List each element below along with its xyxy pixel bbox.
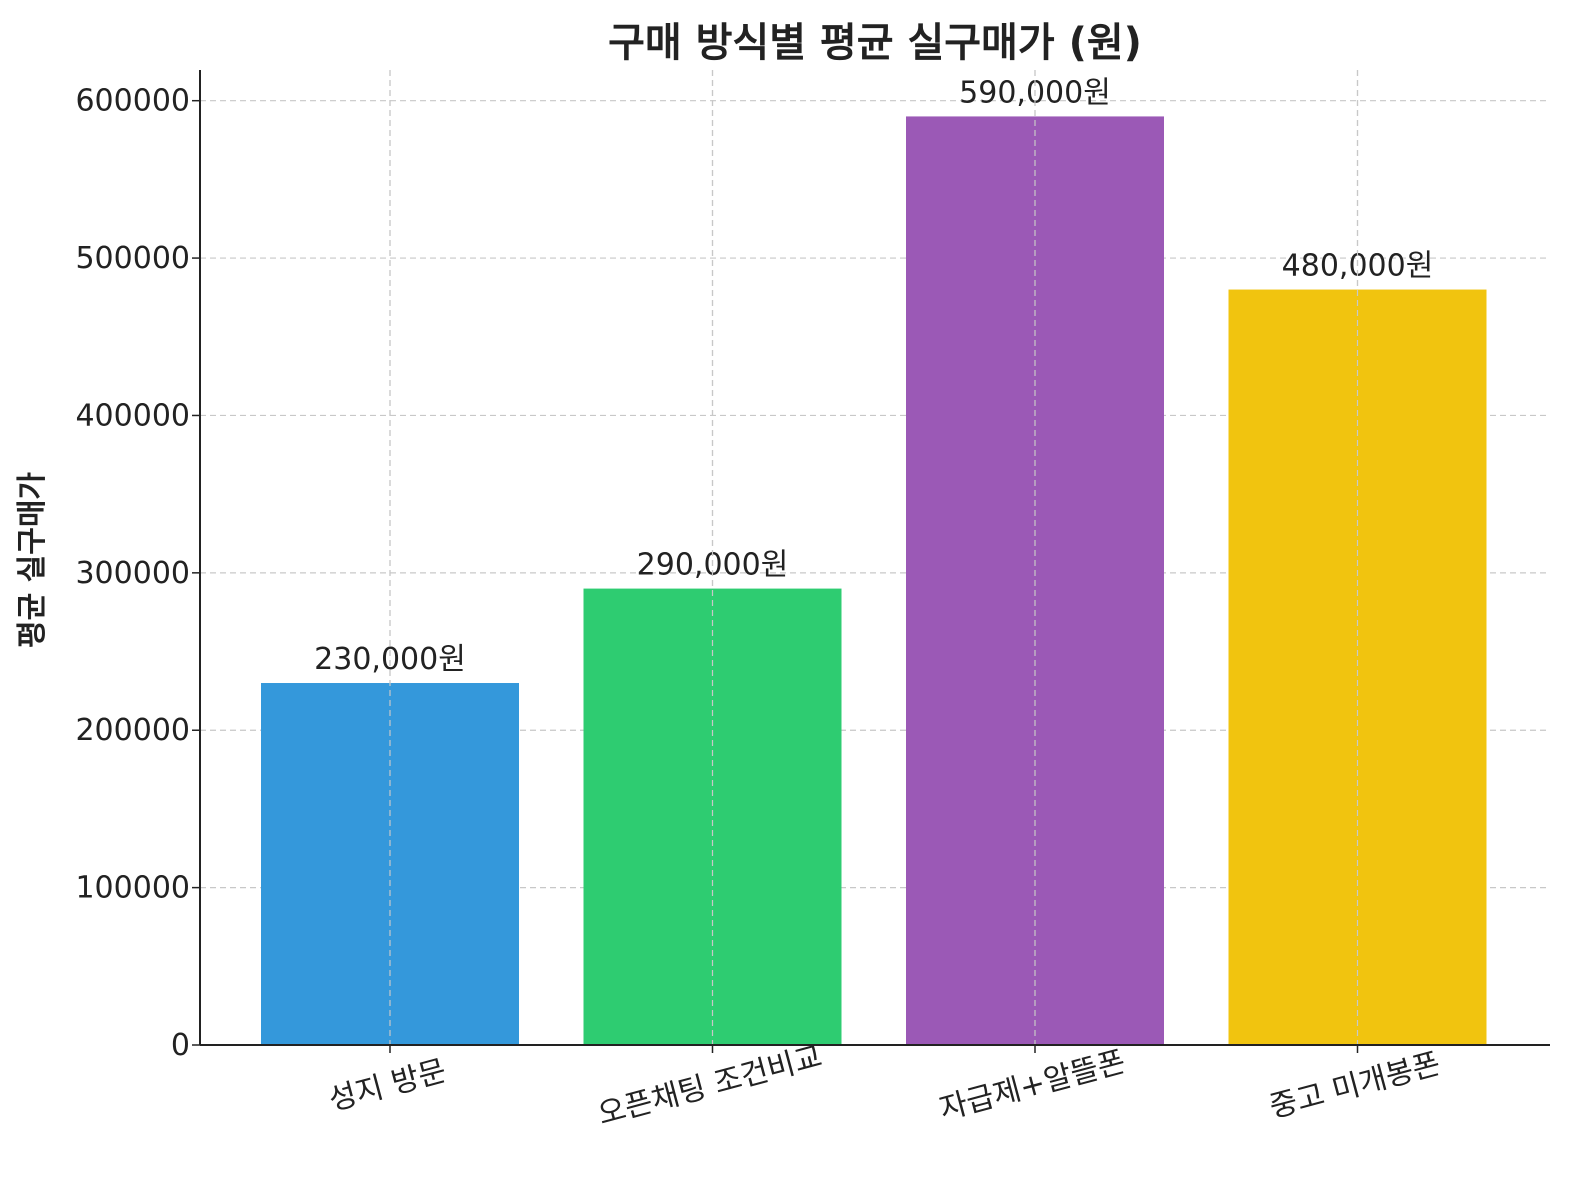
x-tick-label: 성지 방문	[325, 1053, 450, 1118]
x-tick-label: 중고 미개봉폰	[1266, 1046, 1444, 1125]
y-axis-label: 평균 실구매가	[15, 472, 50, 648]
y-tick-label: 100000	[75, 871, 190, 906]
y-tick-label: 200000	[75, 713, 190, 748]
y-tick-label: 500000	[75, 241, 190, 276]
bar	[583, 588, 842, 1045]
y-tick-label: 0	[171, 1028, 190, 1063]
x-tick-label: 자급제+알뜰폰	[936, 1044, 1129, 1127]
y-tick-label: 400000	[75, 398, 190, 433]
x-tick-label: 오픈채팅 조건비교	[594, 1039, 826, 1132]
axes	[192, 70, 1550, 1053]
x-tick-labels: 성지 방문 오픈채팅 조건비교 자급제+알뜰폰 중고 미개봉폰	[325, 1039, 1444, 1132]
y-tick-label: 300000	[75, 556, 190, 591]
y-tick-labels: 0 100000 200000 300000 400000 500000 600000	[75, 84, 190, 1063]
y-tick-label: 600000	[75, 84, 190, 119]
chart-title: 구매 방식별 평균 실구매가 (원)	[608, 20, 1142, 66]
